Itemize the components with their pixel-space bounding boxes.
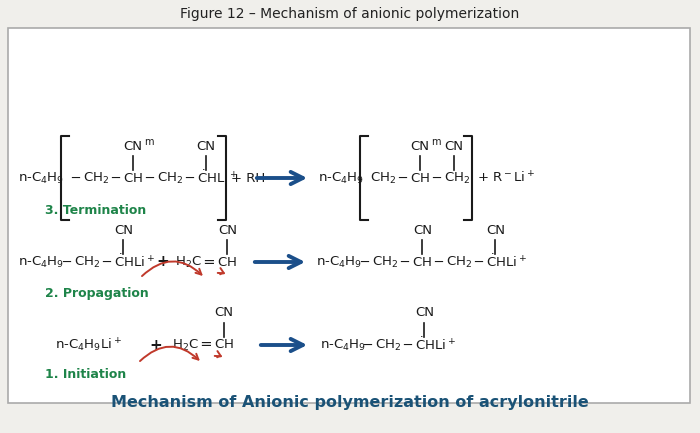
Text: ─: ─ (111, 171, 119, 184)
Text: $\mathregular{CH}$: $\mathregular{CH}$ (410, 171, 430, 184)
Text: Figure 12 – Mechanism of anionic polymerization: Figure 12 – Mechanism of anionic polymer… (181, 7, 519, 21)
Text: $\mathregular{n}$-$\mathregular{C_4H_9}$: $\mathregular{n}$-$\mathregular{C_4H_9}$ (316, 255, 362, 270)
Text: $\mathregular{CH_2}$: $\mathregular{CH_2}$ (370, 171, 396, 186)
Text: $\mathregular{CH}$: $\mathregular{CH}$ (217, 255, 237, 268)
Text: ═: ═ (204, 255, 213, 269)
Text: + R$^-$Li$^+$: + R$^-$Li$^+$ (477, 170, 535, 186)
Text: $\mathregular{\dot{C}HLi^+}$: $\mathregular{\dot{C}HLi^+}$ (197, 170, 238, 186)
Text: $\mathregular{CH_2}$: $\mathregular{CH_2}$ (444, 171, 470, 186)
Text: CN: CN (486, 223, 505, 236)
Text: CN: CN (196, 139, 215, 152)
Text: $\mathregular{CH}$: $\mathregular{CH}$ (412, 255, 432, 268)
Text: $\mathregular{CH}$: $\mathregular{CH}$ (214, 339, 234, 352)
Text: ─: ─ (432, 171, 440, 184)
Text: ─: ─ (71, 171, 79, 184)
Text: $\mathregular{CH}$: $\mathregular{CH}$ (123, 171, 143, 184)
Text: CN: CN (114, 223, 133, 236)
Text: m: m (144, 137, 153, 147)
Text: ─: ─ (474, 255, 482, 268)
Text: +: + (150, 337, 162, 352)
Text: CN: CN (413, 223, 432, 236)
Text: $\mathregular{\dot{C}HLi^+}$: $\mathregular{\dot{C}HLi^+}$ (114, 254, 155, 270)
Text: ─: ─ (360, 255, 368, 268)
Text: ─: ─ (403, 339, 411, 352)
Text: $\mathregular{n}$-$\mathregular{C_4H_9}$: $\mathregular{n}$-$\mathregular{C_4H_9}$ (320, 337, 366, 352)
Text: 1. Initiation: 1. Initiation (45, 368, 126, 381)
Text: $\mathregular{CH_2}$: $\mathregular{CH_2}$ (375, 337, 401, 352)
Text: CN: CN (214, 307, 233, 320)
Text: CN: CN (444, 139, 463, 152)
Text: $\mathregular{CH_2}$: $\mathregular{CH_2}$ (157, 171, 183, 186)
Text: CN: CN (410, 139, 429, 152)
Text: $\mathregular{\dot{C}HLi^+}$: $\mathregular{\dot{C}HLi^+}$ (415, 337, 456, 353)
Text: ─: ─ (185, 171, 193, 184)
Text: CN: CN (123, 139, 142, 152)
Text: ─: ─ (102, 255, 110, 268)
Text: $\mathregular{n}$-$\mathregular{C_4H_9}$: $\mathregular{n}$-$\mathregular{C_4H_9}$ (318, 171, 364, 186)
Text: CN: CN (218, 223, 237, 236)
Text: ─: ─ (363, 339, 371, 352)
Text: + RH: + RH (231, 171, 265, 184)
Text: $\mathregular{H_2C}$: $\mathregular{H_2C}$ (175, 255, 202, 270)
Text: $\mathregular{CH_2}$: $\mathregular{CH_2}$ (372, 255, 398, 270)
Text: $\mathregular{n}$-$\mathregular{C_4H_9}$: $\mathregular{n}$-$\mathregular{C_4H_9}$ (18, 171, 64, 186)
Text: Mechanism of Anionic polymerization of acrylonitrile: Mechanism of Anionic polymerization of a… (111, 395, 589, 410)
Text: 3. Termination: 3. Termination (45, 204, 146, 216)
Text: ─: ─ (62, 255, 70, 268)
Text: $\mathregular{CH_2}$: $\mathregular{CH_2}$ (83, 171, 109, 186)
Text: 2. Propagation: 2. Propagation (45, 287, 148, 300)
Text: +: + (157, 255, 169, 269)
Text: ═: ═ (201, 337, 210, 352)
Text: m: m (431, 137, 440, 147)
Text: ─: ─ (145, 171, 153, 184)
FancyBboxPatch shape (8, 28, 690, 403)
Text: $\mathregular{n}$-$\mathregular{C_4H_9}$: $\mathregular{n}$-$\mathregular{C_4H_9}$ (18, 255, 64, 270)
Text: ─: ─ (434, 255, 442, 268)
Text: $\mathregular{CH_2}$: $\mathregular{CH_2}$ (446, 255, 473, 270)
Text: CN: CN (415, 307, 434, 320)
Text: $\mathregular{\dot{C}HLi^+}$: $\mathregular{\dot{C}HLi^+}$ (486, 254, 527, 270)
Text: ─: ─ (400, 255, 408, 268)
Text: ─: ─ (398, 171, 406, 184)
Text: $\mathregular{n}$-$\mathregular{C_4H_9Li^+}$: $\mathregular{n}$-$\mathregular{C_4H_9Li… (55, 336, 122, 354)
Text: $\mathregular{CH_2}$: $\mathregular{CH_2}$ (74, 255, 100, 270)
Text: $\mathregular{H_2C}$: $\mathregular{H_2C}$ (172, 337, 199, 352)
